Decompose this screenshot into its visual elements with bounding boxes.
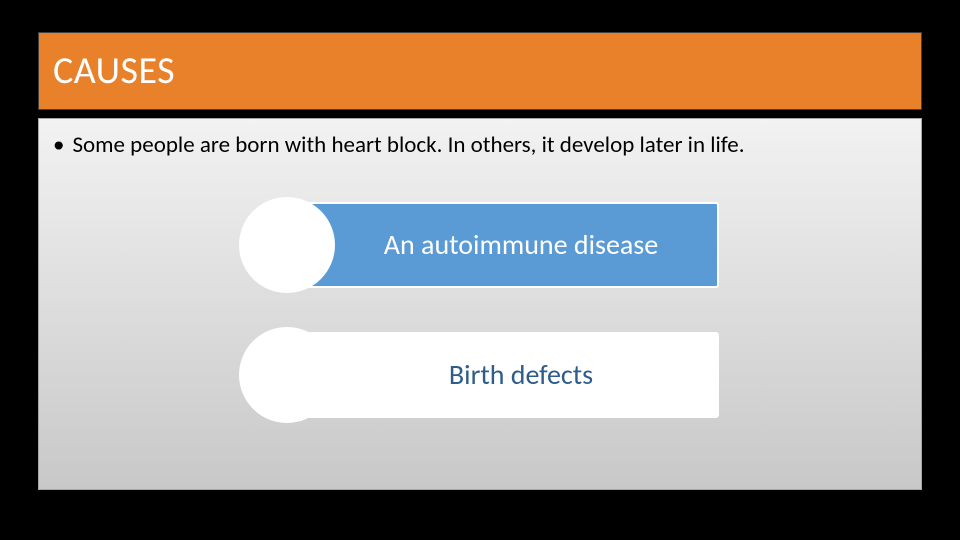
bullet-line: • Some people are born with heart block.… <box>43 131 917 161</box>
smartart-label-1: Birth defects <box>449 359 603 391</box>
bullet-text: Some people are born with heart block. I… <box>72 131 744 160</box>
title-text: CAUSES <box>53 48 175 94</box>
smartart-list: An autoimmune disease Birth defects <box>239 197 729 457</box>
title-bar: CAUSES <box>38 32 922 110</box>
smartart-label-0: An autoimmune disease <box>384 229 668 261</box>
smartart-circle-0 <box>239 197 335 293</box>
bullet-marker: • <box>53 131 64 161</box>
smartart-bar-1: Birth defects <box>287 332 719 418</box>
slide: CAUSES • Some people are born with heart… <box>38 32 922 492</box>
smartart-item-0: An autoimmune disease <box>239 197 729 293</box>
body-box: • Some people are born with heart block.… <box>38 118 922 490</box>
smartart-item-1: Birth defects <box>239 327 729 423</box>
smartart-circle-1 <box>239 327 335 423</box>
smartart-bar-0: An autoimmune disease <box>287 202 719 288</box>
